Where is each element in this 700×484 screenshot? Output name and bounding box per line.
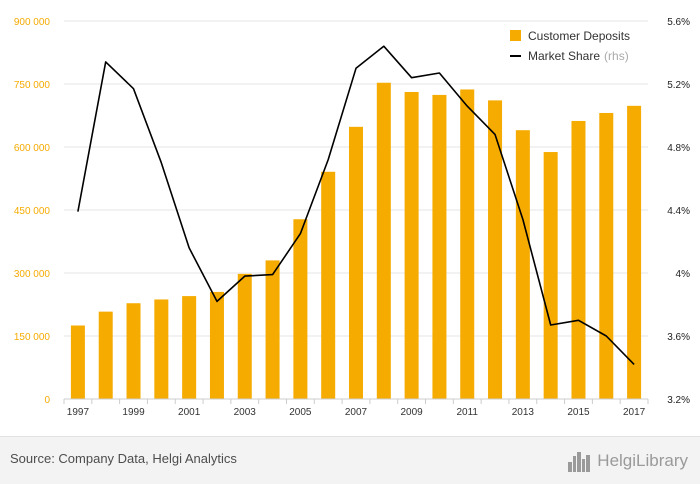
x-tick-label: 2009 [400,407,423,418]
legend-label-deposits: Customer Deposits [528,29,630,43]
deposit-bar [265,260,280,399]
deposit-bar [460,89,475,400]
deposit-bar [376,82,391,400]
deposit-bar [515,130,530,399]
x-tick-label: 2011 [456,407,478,418]
deposit-bar [432,94,447,400]
left-tick-label: 150 000 [14,332,51,343]
helgi-library-logo[interactable]: HelgiLibrary [567,448,688,474]
source-note: Source: Company Data, Helgi Analytics [10,451,237,466]
deposit-bar [70,325,85,399]
deposit-bar [599,112,614,399]
left-tick-label: 750 000 [14,80,51,91]
deposit-bar [349,126,363,399]
legend: Customer Deposits Market Share (rhs) [510,29,630,63]
deposit-bar [182,296,197,399]
right-tick-label: 4.8% [667,143,690,154]
left-tick-label: 300 000 [14,269,51,280]
right-tick-label: 3.6% [667,332,690,343]
deposit-bar [627,105,642,399]
deposit-bar [154,299,169,399]
city-skyline-icon [568,452,591,472]
x-tick-label: 2007 [345,407,368,418]
deposit-bar [209,291,224,399]
right-tick-label: 5.6% [667,17,690,28]
legend-label-share: Market Share (rhs) [528,49,629,63]
deposit-bar [293,219,308,399]
legend-swatch-deposits [510,30,521,41]
left-tick-label: 0 [44,395,50,406]
right-tick-label: 4% [676,269,691,280]
chart: 0 150 000 300 000 450 000 600 000 750 000 900 … [14,17,690,418]
x-tick-label: 1999 [122,407,145,418]
market-share-polyline [77,45,635,365]
deposit-bar [237,273,252,399]
right-tick-label: 5.2% [667,80,690,91]
deposit-bar [321,171,336,399]
logo-text: HelgiLibrary [597,451,688,470]
x-tick-label: 2003 [234,407,257,418]
deposit-bar [126,303,141,399]
deposit-bar [571,120,586,400]
left-tick-label: 900 000 [14,17,51,28]
market-share-line [77,45,635,365]
deposit-bars [70,82,642,400]
x-axis: 1997 1999 2001 2003 2005 2007 2009 2011 2013 2015… [63,398,649,418]
right-tick-label: 3.2% [667,395,690,406]
right-axis-ticks: 3.2% 3.6% 4% 4.4% 4.8% 5.2% 5.6% [667,17,690,406]
deposit-bar [488,100,503,399]
x-tick-label: 1997 [67,407,90,418]
x-tick-label: 2017 [623,407,646,418]
left-tick-label: 600 000 [14,143,51,154]
deposit-bar [98,311,113,399]
deposit-bar [404,91,419,399]
x-tick-label: 2015 [567,407,590,418]
right-tick-label: 4.4% [667,206,690,217]
x-tick-label: 2005 [289,407,312,418]
left-axis-ticks: 0 150 000 300 000 450 000 600 000 750 000 900 … [14,17,51,406]
x-tick-label: 2001 [178,407,201,418]
footer: Source: Company Data, Helgi Analytics He… [0,436,700,484]
left-tick-label: 450 000 [14,206,51,217]
deposit-bar [543,152,558,399]
x-tick-label: 2013 [512,407,535,418]
